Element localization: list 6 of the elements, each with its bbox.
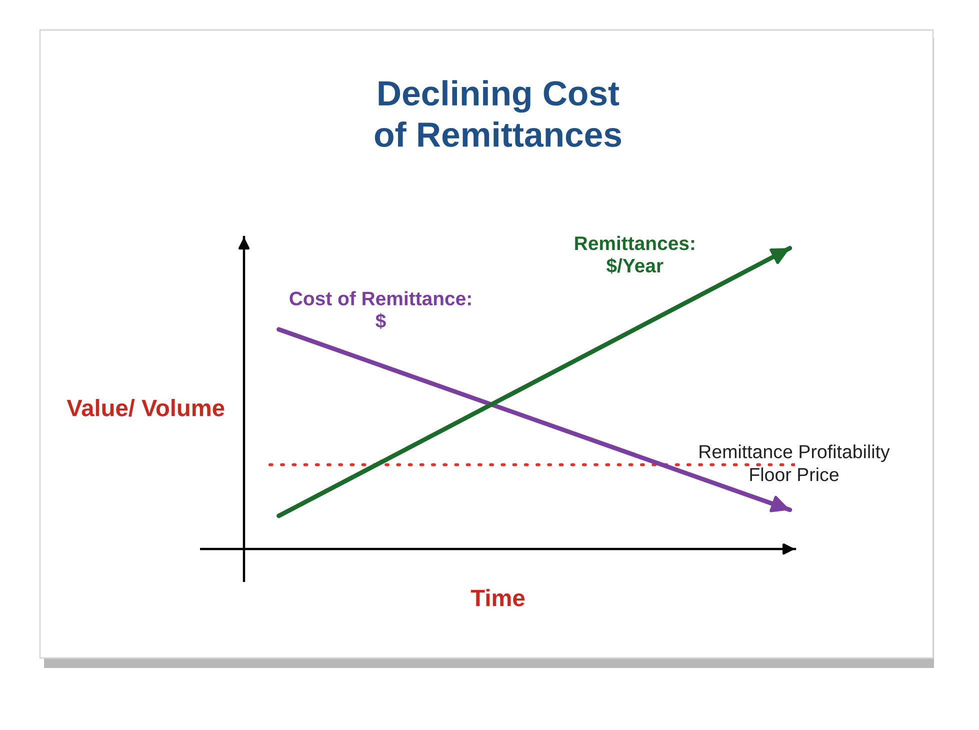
series-label: Cost of Remittance: $ bbox=[290, 291, 471, 330]
ref-line-label: Remittance Profitability Floor Price bbox=[700, 444, 890, 482]
y-axis-title: Value/ Volume bbox=[66, 398, 224, 417]
series-label: Remittances: $/Year bbox=[575, 236, 694, 274]
chart-title: Declining Cost of Remittances bbox=[374, 80, 622, 147]
x-axis-title: Time bbox=[470, 588, 525, 606]
